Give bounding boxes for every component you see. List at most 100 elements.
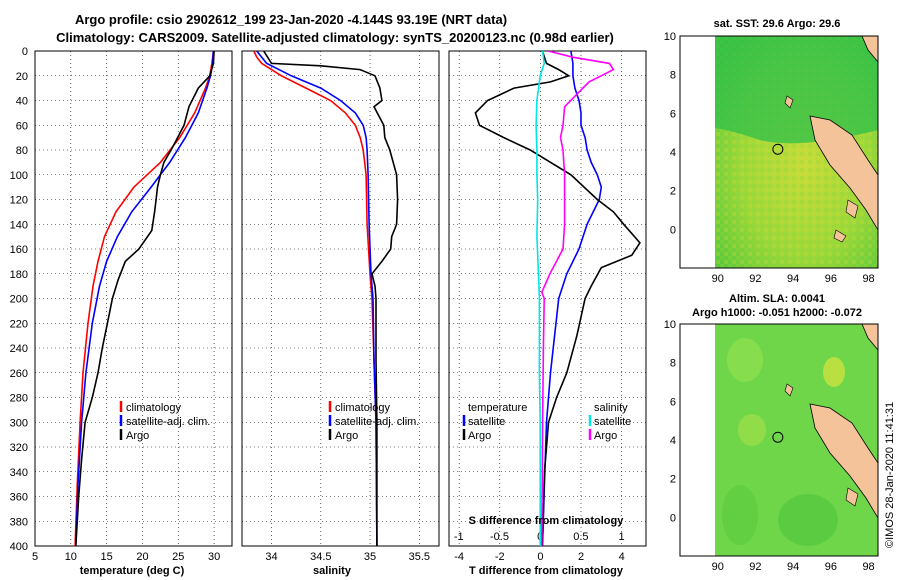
map-lat-tick-label: 8 — [670, 358, 676, 370]
depth-tick-label: 40 — [16, 96, 28, 108]
depth-tick-label: 300 — [10, 417, 28, 429]
difference-series — [474, 51, 641, 546]
map-lat-tick-label: 2 — [670, 186, 676, 198]
map-lon-tick-label: 96 — [825, 561, 837, 573]
map-lat-tick-label: 0 — [670, 512, 676, 524]
map-lon-tick-label: 92 — [749, 273, 761, 285]
x-tick-label: 35.5 — [409, 551, 430, 563]
s-tick-label: -0.5 — [490, 531, 509, 543]
depth-tick-label: 120 — [10, 195, 28, 207]
malaya-land — [861, 36, 878, 63]
legend-s-satellite: satellite — [594, 416, 631, 428]
legend-satellite-adj: satellite-adj. clim. — [335, 416, 419, 428]
depth-tick-label: 380 — [10, 516, 28, 528]
map-lon-tick-label: 98 — [862, 561, 874, 573]
salinity-tick-labels: 34 34.5 35 35.5 — [265, 551, 430, 563]
legend-argo: Argo — [126, 430, 149, 442]
depth-tick-label: 0 — [22, 46, 28, 58]
legend-salinity-heading: salinity — [594, 402, 628, 414]
depth-tick-label: 180 — [10, 269, 28, 281]
map-lat-tick-label: 10 — [664, 319, 676, 331]
s-tick-label: 1 — [619, 531, 625, 543]
sla-map-title-line-2: Argo h1000: -0.051 h2000: -0.072 — [692, 307, 862, 319]
depth-tick-label: 200 — [10, 294, 28, 306]
map-lon-tick-label: 96 — [825, 273, 837, 285]
cool-water-region — [715, 36, 878, 144]
depth-tick-label: 280 — [10, 393, 28, 405]
series-line-argo — [263, 51, 399, 546]
series-line-t-satellite — [541, 51, 603, 546]
t-difference-tick-labels: -4 -2 0 2 4 — [454, 551, 624, 563]
imos-credit: ©IMOS 28-Jan-2020 11:41:31 — [884, 402, 896, 548]
difference-plot-frame — [448, 50, 647, 547]
malaya-land — [861, 324, 878, 351]
legend-climatology: climatology — [335, 402, 391, 414]
depth-tick-label: 360 — [10, 492, 28, 504]
sla-map-title-line-1: Altim. SLA: 0.0041 — [729, 293, 825, 305]
t-difference-axis-label: T difference from climatology — [469, 565, 624, 577]
map-lat-tick-label: 10 — [664, 31, 676, 43]
depth-tick-label: 320 — [10, 442, 28, 454]
float-position-marker — [772, 143, 784, 155]
island — [845, 487, 859, 507]
depth-tick-label: 80 — [16, 145, 28, 157]
legend-satellite-adj: satellite-adj. clim. — [126, 416, 210, 428]
depth-tick-labels: 0 20 40 60 80 100 120 140 160 180 200 220 240 260 280 3… — [10, 46, 28, 553]
x-tick-label: 2 — [578, 551, 584, 563]
sst-map-tick-labels: 90 92 94 96 98 10 8 6 4 2 0 — [664, 31, 875, 285]
temperature-series — [74, 51, 215, 546]
depth-tick-label: 100 — [10, 170, 28, 182]
depth-tick-label: 140 — [10, 219, 28, 231]
depth-tick-label: 60 — [16, 120, 28, 132]
legend-s-argo: Argo — [594, 430, 617, 442]
x-tick-label: 34.5 — [310, 551, 331, 563]
series-line-satellite-adj-clim- — [256, 51, 378, 546]
sst-map-title: sat. SST: 29.6 Argo: 29.6 — [714, 18, 841, 30]
map-lon-tick-label: 98 — [862, 273, 874, 285]
salinity-series — [253, 51, 399, 546]
legend-climatology: climatology — [126, 402, 182, 414]
figure-title-line-2: Climatology: CARS2009. Satellite-adjuste… — [56, 30, 614, 45]
x-tick-label: 10 — [65, 551, 77, 563]
s-tick-label: 0.5 — [573, 531, 588, 543]
x-tick-label: 34 — [265, 551, 277, 563]
x-tick-label: 25 — [172, 551, 184, 563]
x-tick-label: 35 — [364, 551, 376, 563]
series-line-satellite-adj-clim- — [75, 51, 215, 546]
island — [845, 199, 859, 219]
salinity-axis-label: salinity — [313, 565, 352, 577]
x-tick-label: 30 — [208, 551, 220, 563]
map-lat-tick-label: 2 — [670, 474, 676, 486]
x-tick-label: 20 — [136, 551, 148, 563]
map-lon-tick-label: 90 — [712, 561, 724, 573]
series-line-s-argo — [540, 51, 615, 546]
map-lat-tick-label: 4 — [670, 435, 676, 447]
depth-tick-label: 20 — [16, 71, 28, 83]
legend-temperature-heading: temperature — [468, 402, 527, 414]
salinity-legend: climatology satellite-adj. clim. Argo — [328, 401, 419, 442]
sla-map-tick-labels: 90 92 94 96 98 10 8 6 4 2 0 — [664, 319, 875, 573]
map-lon-tick-label: 90 — [712, 273, 724, 285]
sst-map — [680, 36, 878, 268]
x-tick-label: -4 — [454, 551, 464, 563]
series-line-s-satellite — [535, 51, 546, 546]
difference-legend: temperature satellite Argo salinity sate… — [462, 402, 631, 442]
depth-tick-label: 400 — [10, 541, 28, 553]
sumatra-land — [809, 403, 878, 519]
map-lat-tick-label: 6 — [670, 396, 676, 408]
sumatra-land — [809, 115, 878, 231]
temperature-axis-label: temperature (deg C) — [80, 565, 185, 577]
s-tick-label: -1 — [454, 531, 464, 543]
figure-title-line-1: Argo profile: csio 2902612_199 23-Jan-20… — [75, 12, 507, 27]
legend-t-satellite: satellite — [468, 416, 505, 428]
map-lat-tick-label: 6 — [670, 108, 676, 120]
s-difference-axis-label: S difference from climatology — [469, 515, 625, 527]
map-lat-tick-label: 4 — [670, 147, 676, 159]
map-lat-tick-label: 8 — [670, 70, 676, 82]
island — [784, 95, 794, 109]
island — [833, 229, 847, 243]
x-tick-label: 5 — [32, 551, 38, 563]
depth-tick-label: 160 — [10, 244, 28, 256]
island — [784, 383, 794, 397]
